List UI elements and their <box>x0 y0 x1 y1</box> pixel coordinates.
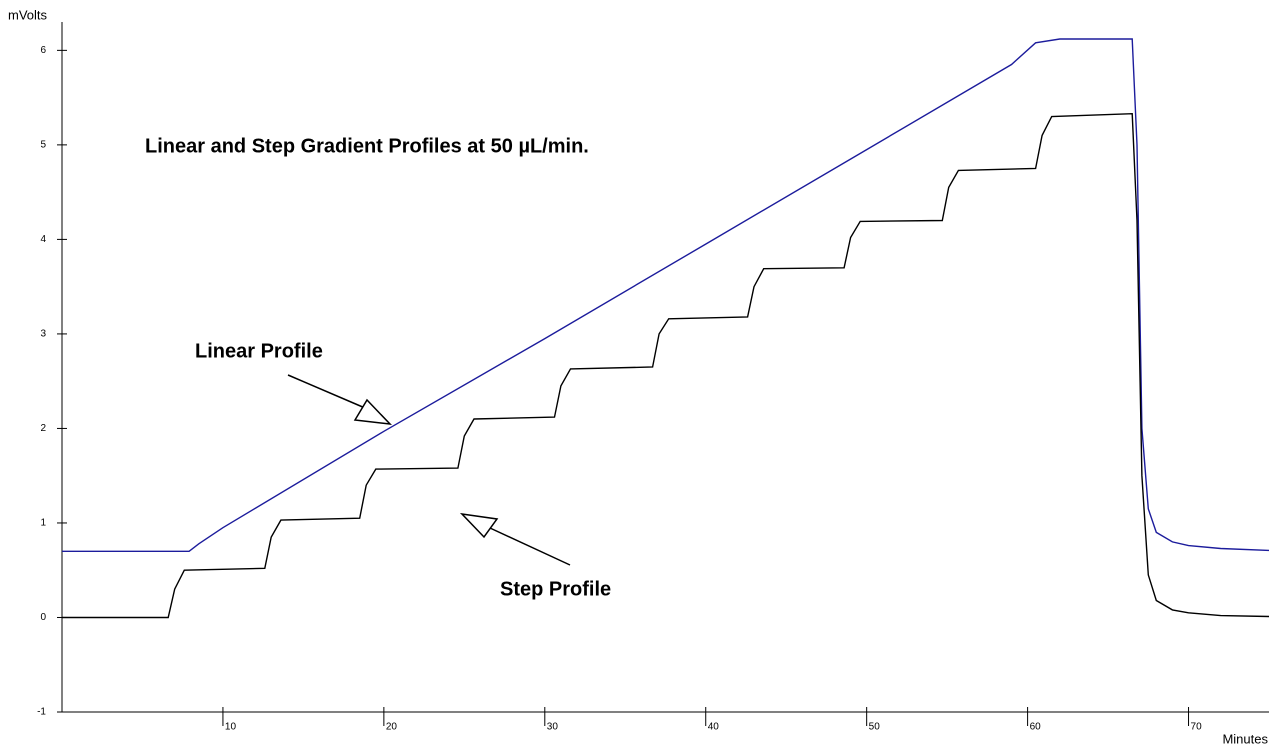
y-tick-label: 5 <box>40 140 46 151</box>
y-tick-label: 1 <box>40 518 46 529</box>
x-tick-label: 20 <box>386 722 398 733</box>
x-tick-label: 70 <box>1191 722 1203 733</box>
x-tick-label: 50 <box>869 722 881 733</box>
x-tick-label: 40 <box>708 722 720 733</box>
arrow <box>459 512 571 566</box>
line <box>62 112 1270 619</box>
chart-title: Linear and Step Gradient Profiles at 50 … <box>145 135 589 157</box>
annotation: Linear Profile <box>195 340 323 362</box>
annotation: Step Profile <box>500 578 611 600</box>
y-tick-label: 2 <box>40 423 46 434</box>
x-tick-label: 60 <box>1030 722 1042 733</box>
y-tick-label: 6 <box>40 45 46 56</box>
x-tick-label: 30 <box>547 722 559 733</box>
y-tick-label: 3 <box>40 329 46 340</box>
line <box>62 38 1270 552</box>
y-tick-label: 0 <box>40 612 46 623</box>
arrow <box>287 374 392 425</box>
y-tick-label: 4 <box>40 234 46 245</box>
x-tick-label: 10 <box>225 722 237 733</box>
y-tick-label: -1 <box>37 707 46 718</box>
y-axis-label: mVolts <box>8 7 48 22</box>
x-axis-label: Minutes <box>1222 731 1268 746</box>
